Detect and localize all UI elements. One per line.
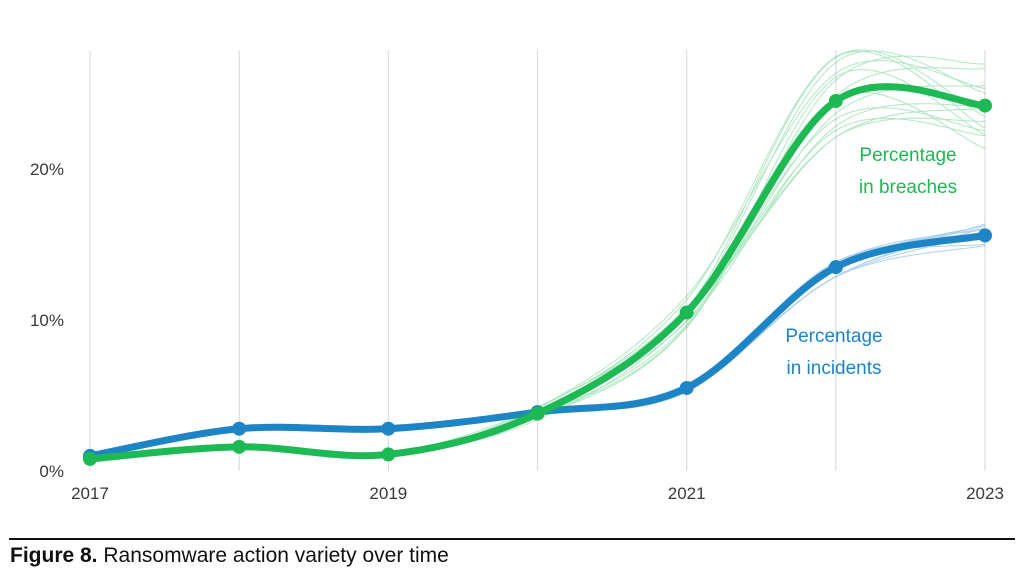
- incidents-point-2019: [381, 421, 396, 436]
- breaches-label-line-1: Percentage: [859, 145, 956, 166]
- breaches-point-2019: [381, 447, 396, 462]
- y-tick-label-20pct: 20%: [30, 160, 64, 179]
- x-axis-tick-labels: 2017 2019 2021 2023: [71, 484, 1004, 503]
- figure-caption: Figure 8. Ransomware action variety over…: [10, 544, 449, 568]
- breaches-point-2020: [530, 406, 545, 421]
- breaches-point-2018: [232, 439, 247, 454]
- x-tick-label-2017: 2017: [71, 484, 109, 503]
- breaches-point-2017: [83, 451, 97, 466]
- y-axis-tick-labels: 0% 10% 20%: [30, 160, 64, 481]
- breaches-point-2022: [828, 94, 843, 109]
- incidents-point-2018: [232, 421, 247, 436]
- incidents-point-2021: [679, 380, 694, 395]
- incidents-label-line-1: Percentage: [785, 326, 882, 347]
- breaches-point-2023: [978, 98, 992, 113]
- x-tick-label-2019: 2019: [369, 484, 407, 503]
- incidents-point-2023: [978, 228, 992, 243]
- ransomware-line-chart: 0% 10% 20% 2017 2019 2021 2023 Percentage in b…: [30, 49, 1004, 503]
- y-tick-label-0pct: 0%: [39, 462, 64, 481]
- series-lines: [83, 49, 992, 466]
- x-tick-label-2023: 2023: [966, 484, 1004, 503]
- series-labels: Percentage in breaches Percentage in incide…: [785, 145, 957, 379]
- breaches-label-line-2: in breaches: [859, 177, 957, 198]
- y-tick-label-10pct: 10%: [30, 311, 64, 330]
- x-tick-label-2021: 2021: [668, 484, 706, 503]
- incidents-label-line-2: in incidents: [786, 358, 881, 379]
- figure-caption-text: Ransomware action variety over time: [97, 544, 449, 567]
- incidents-point-2022: [828, 260, 843, 275]
- breaches-point-2021: [679, 305, 694, 320]
- figure-number: Figure 8.: [10, 544, 98, 567]
- caption-divider: [9, 538, 1015, 540]
